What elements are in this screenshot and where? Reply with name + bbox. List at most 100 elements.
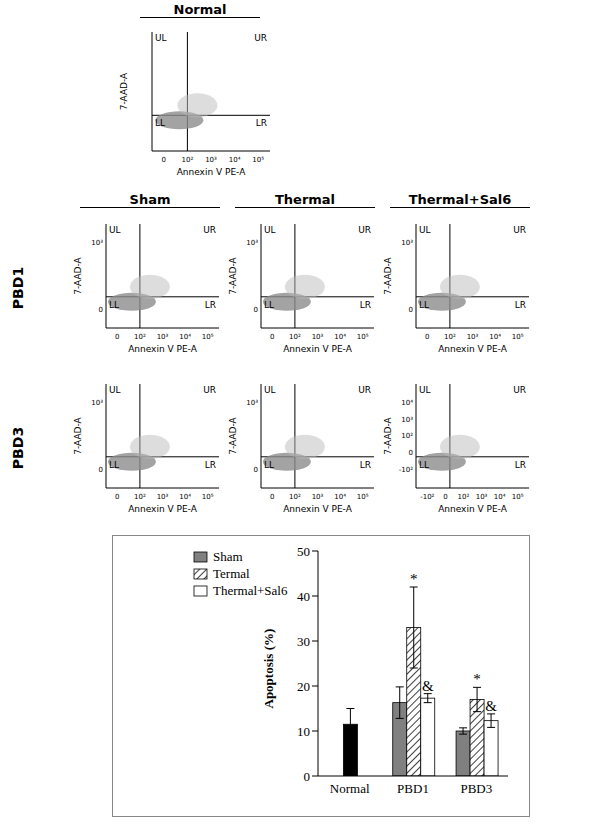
svg-text:UL: UL [419, 225, 431, 235]
svg-text:UL: UL [264, 225, 276, 235]
svg-text:10⁴: 10⁴ [179, 333, 191, 341]
svg-text:-10²: -10² [420, 493, 434, 501]
svg-text:0: 0 [409, 449, 413, 457]
svg-text:Apoptosis (%): Apoptosis (%) [261, 629, 276, 709]
svg-text:0: 0 [304, 769, 311, 784]
svg-text:0: 0 [162, 156, 166, 164]
svg-text:10³: 10³ [91, 399, 103, 407]
svg-text:UL: UL [419, 385, 431, 395]
svg-text:LL: LL [264, 300, 274, 310]
svg-text:10: 10 [297, 724, 310, 739]
svg-text:0: 0 [254, 466, 258, 474]
svg-text:10⁴: 10⁴ [334, 333, 346, 341]
svg-text:10³: 10³ [401, 239, 413, 247]
svg-text:LR: LR [515, 460, 526, 470]
svg-text:10³: 10³ [205, 156, 217, 164]
svg-text:Annexin V PE-A: Annexin V PE-A [128, 504, 198, 514]
svg-text:10⁴: 10⁴ [494, 493, 506, 501]
svg-text:7-AAD-A: 7-AAD-A [383, 416, 393, 454]
svg-text:10⁴: 10⁴ [401, 399, 413, 407]
svg-text:Annexin V PE-A: Annexin V PE-A [438, 504, 508, 514]
svg-text:10³: 10³ [476, 493, 488, 501]
svg-text:10⁴: 10⁴ [334, 493, 346, 501]
svg-text:0: 0 [443, 493, 447, 501]
svg-text:LR: LR [205, 300, 216, 310]
svg-text:10⁵: 10⁵ [202, 333, 214, 341]
svg-text:UL: UL [155, 33, 167, 43]
svg-text:*: * [410, 571, 418, 587]
svg-text:LR: LR [360, 300, 371, 310]
svg-text:10⁵: 10⁵ [512, 493, 524, 501]
svg-text:LR: LR [360, 460, 371, 470]
svg-text:LL: LL [155, 118, 165, 128]
svg-text:0: 0 [254, 306, 258, 314]
svg-text:Annexin V PE-A: Annexin V PE-A [177, 167, 247, 177]
svg-text:LR: LR [256, 118, 267, 128]
svg-text:10²: 10² [289, 333, 301, 341]
svg-text:10²: 10² [134, 333, 146, 341]
svg-text:10⁵: 10⁵ [357, 493, 369, 501]
svg-text:10⁵: 10⁵ [357, 333, 369, 341]
svg-text:0: 0 [409, 306, 413, 314]
svg-text:10³: 10³ [312, 493, 324, 501]
svg-text:UR: UR [203, 225, 216, 235]
svg-text:Annexin V PE-A: Annexin V PE-A [283, 344, 353, 354]
svg-text:PBD3: PBD3 [460, 781, 492, 796]
svg-text:Normal: Normal [330, 781, 370, 796]
svg-text:10²: 10² [444, 333, 456, 341]
svg-text:30: 30 [297, 634, 310, 649]
svg-text:10³: 10³ [467, 333, 479, 341]
svg-text:20: 20 [297, 679, 310, 694]
svg-text:10⁴: 10⁴ [229, 156, 241, 164]
svg-text:10³: 10³ [312, 333, 324, 341]
svg-text:0: 0 [425, 333, 429, 341]
svg-text:0: 0 [270, 493, 274, 501]
svg-text:UR: UR [203, 385, 216, 395]
svg-text:50: 50 [297, 544, 310, 559]
svg-text:10³: 10³ [401, 416, 413, 424]
svg-text:&: & [422, 678, 434, 694]
svg-text:-10²: -10² [399, 466, 413, 474]
svg-text:UL: UL [109, 225, 121, 235]
svg-text:LL: LL [419, 460, 429, 470]
svg-text:UR: UR [358, 225, 371, 235]
svg-text:10²: 10² [182, 156, 194, 164]
svg-text:UR: UR [358, 385, 371, 395]
svg-text:LL: LL [264, 460, 274, 470]
svg-text:PBD1: PBD1 [397, 781, 429, 796]
svg-text:10²: 10² [289, 493, 301, 501]
svg-text:7-AAD-A: 7-AAD-A [73, 256, 83, 294]
svg-text:7-AAD-A: 7-AAD-A [228, 256, 238, 294]
svg-text:UL: UL [109, 385, 121, 395]
svg-text:40: 40 [297, 589, 310, 604]
svg-text:LL: LL [419, 300, 429, 310]
svg-text:7-AAD-A: 7-AAD-A [73, 416, 83, 454]
svg-text:LL: LL [109, 460, 119, 470]
svg-text:10³: 10³ [91, 239, 103, 247]
svg-text:0: 0 [115, 333, 119, 341]
svg-text:&: & [485, 698, 497, 714]
svg-text:10²: 10² [458, 493, 470, 501]
svg-text:*: * [473, 671, 481, 687]
svg-text:0: 0 [99, 306, 103, 314]
svg-text:UR: UR [513, 385, 526, 395]
svg-text:Annexin V PE-A: Annexin V PE-A [128, 344, 198, 354]
svg-text:10²: 10² [401, 432, 413, 440]
svg-text:10⁴: 10⁴ [179, 493, 191, 501]
svg-text:7-AAD-A: 7-AAD-A [383, 256, 393, 294]
svg-text:10⁵: 10⁵ [512, 333, 524, 341]
svg-text:10⁵: 10⁵ [252, 156, 264, 164]
svg-text:0: 0 [270, 333, 274, 341]
svg-text:10⁵: 10⁵ [202, 493, 214, 501]
svg-text:UR: UR [513, 225, 526, 235]
svg-text:UL: UL [264, 385, 276, 395]
svg-text:10⁴: 10⁴ [489, 333, 501, 341]
svg-text:10²: 10² [134, 493, 146, 501]
svg-text:10³: 10³ [246, 239, 258, 247]
svg-text:0: 0 [99, 466, 103, 474]
svg-text:0: 0 [115, 493, 119, 501]
svg-text:10³: 10³ [157, 493, 169, 501]
svg-text:Annexin V PE-A: Annexin V PE-A [438, 344, 508, 354]
svg-text:7-AAD-A: 7-AAD-A [119, 72, 129, 110]
svg-text:Annexin V PE-A: Annexin V PE-A [283, 504, 353, 514]
